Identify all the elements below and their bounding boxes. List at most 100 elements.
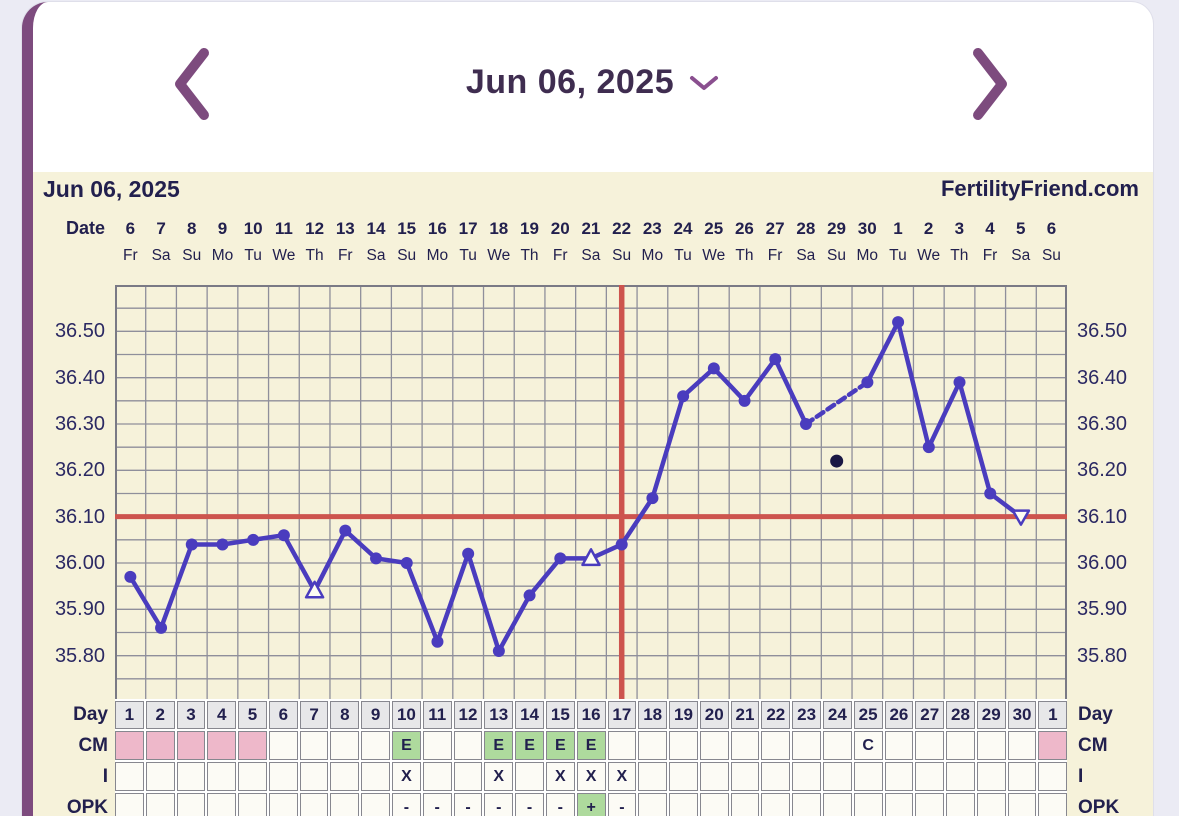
weekday-cell: Tu bbox=[459, 247, 477, 264]
cycle-date-title: Jun 06, 2025 bbox=[465, 62, 675, 101]
weekday-cell: Su bbox=[612, 247, 632, 264]
opk-cell bbox=[1038, 793, 1068, 816]
cycle-date-dropdown[interactable]: Jun 06, 2025 bbox=[33, 54, 1153, 110]
opk-cell: - bbox=[515, 793, 544, 816]
date-cell: 9 bbox=[217, 219, 228, 238]
intercourse-cell bbox=[145, 762, 175, 791]
opk-cell bbox=[238, 793, 267, 816]
temp-marker-day-9 bbox=[370, 552, 383, 565]
day-cell: 16 bbox=[576, 701, 606, 729]
chart-card: Jun 06, 2025 Jun 06, 2025 FertilityFrien… bbox=[22, 2, 1153, 816]
intercourse-cell bbox=[699, 762, 729, 791]
day-cell: 27 bbox=[915, 701, 945, 729]
weekday-cell: Su bbox=[397, 247, 417, 264]
temp-line-segment bbox=[803, 380, 870, 427]
cm-cell: E bbox=[392, 731, 421, 760]
y-axis-label: 36.30 bbox=[1077, 413, 1128, 435]
temp-marker-day-8 bbox=[339, 524, 352, 537]
y-axis-label: 35.80 bbox=[54, 644, 105, 667]
weekday-cell: Sa bbox=[796, 247, 816, 264]
opk-cell: - bbox=[422, 793, 452, 816]
temp-line-segment bbox=[619, 495, 655, 547]
temp-line-segment bbox=[773, 356, 809, 427]
opk-cell bbox=[176, 793, 206, 816]
intercourse-cell bbox=[730, 762, 760, 791]
cm-cell bbox=[730, 731, 760, 760]
chart-grid bbox=[115, 285, 1067, 702]
opk-cell bbox=[946, 793, 975, 816]
intercourse-cell bbox=[1038, 762, 1068, 791]
opk-cell bbox=[638, 793, 668, 816]
day-cell: 19 bbox=[669, 701, 698, 729]
y-axis-label: 36.40 bbox=[1077, 366, 1128, 389]
temp-line-segment bbox=[312, 528, 348, 594]
cm-cell bbox=[976, 731, 1006, 760]
weekday-cell: Sa bbox=[1011, 247, 1031, 264]
day-cell: 29 bbox=[976, 701, 1006, 729]
cm-cell: E bbox=[515, 731, 544, 760]
date-cell: 30 bbox=[857, 219, 877, 238]
date-cell: 14 bbox=[366, 219, 386, 238]
cm-cell bbox=[915, 731, 945, 760]
next-cycle-button[interactable] bbox=[968, 45, 1012, 123]
weekday-cell: Su bbox=[182, 247, 202, 264]
date-cell: 8 bbox=[187, 219, 197, 238]
brand-label: FertilityFriend.com bbox=[940, 176, 1139, 201]
cm-cell bbox=[1007, 731, 1037, 760]
date-cell: 6 bbox=[1046, 219, 1057, 238]
opk-cell bbox=[299, 793, 329, 816]
day-cell: 5 bbox=[238, 701, 267, 729]
weekday-cell: Mo bbox=[856, 247, 878, 264]
temp-line-segment bbox=[865, 319, 901, 385]
intercourse-cell: X bbox=[576, 762, 606, 791]
opk-cell bbox=[145, 793, 175, 816]
temp-marker-day-14 bbox=[523, 589, 536, 602]
opk-cell bbox=[115, 793, 144, 816]
weekday-cell: Su bbox=[1041, 247, 1061, 264]
intercourse-cell bbox=[330, 762, 360, 791]
opk-cell bbox=[730, 793, 760, 816]
date-cell: 11 bbox=[274, 219, 293, 238]
temp-marker-day-24 bbox=[830, 454, 844, 468]
date-cell: 19 bbox=[520, 219, 539, 238]
temp-line-segment bbox=[742, 356, 778, 404]
temp-marker-day-26 bbox=[892, 316, 905, 329]
temp-line-segment bbox=[128, 574, 164, 631]
temp-line-segment bbox=[926, 380, 962, 450]
temp-marker-day-2 bbox=[155, 621, 168, 634]
row-label-cm-right: CM bbox=[1078, 735, 1108, 756]
day-cell: 2 bbox=[145, 701, 175, 729]
temp-marker-day-3 bbox=[185, 538, 198, 551]
weekday-cell: Tu bbox=[244, 247, 262, 264]
day-cell: 22 bbox=[761, 701, 791, 729]
cm-cell bbox=[115, 731, 144, 760]
weekday-cell: Fr bbox=[123, 247, 138, 264]
temp-marker-day-13 bbox=[492, 645, 505, 658]
cm-cell bbox=[268, 731, 298, 760]
opk-cell bbox=[853, 793, 883, 816]
previous-cycle-button[interactable] bbox=[170, 45, 214, 123]
weekday-cell: Th bbox=[520, 247, 539, 264]
date-cell: 27 bbox=[765, 219, 785, 238]
temp-marker-day-1 bbox=[124, 570, 137, 583]
temp-marker-day-22 bbox=[769, 353, 782, 366]
temp-line-segment bbox=[650, 393, 686, 501]
cm-cell bbox=[1038, 731, 1068, 760]
cm-cell bbox=[422, 731, 452, 760]
temp-marker-day-15 bbox=[554, 552, 567, 565]
intercourse-cell bbox=[638, 762, 668, 791]
y-axis-label: 36.00 bbox=[54, 552, 105, 574]
opk-cell bbox=[976, 793, 1006, 816]
cm-cell bbox=[453, 731, 483, 760]
opk-cell bbox=[792, 793, 821, 816]
date-cell: 20 bbox=[550, 219, 570, 238]
chevron-right-icon bbox=[968, 48, 1012, 126]
intercourse-cell bbox=[946, 762, 975, 791]
y-axis-label: 36.30 bbox=[54, 413, 105, 435]
temp-line-segment bbox=[496, 593, 532, 654]
weekday-cell: Th bbox=[305, 247, 324, 264]
intercourse-cell bbox=[792, 762, 821, 791]
weekday-cell: Fr bbox=[552, 247, 568, 264]
daily-data-table: 1 2 3 4 5 6 7 8 9 10 11 12 13 14 15 16 17 18 19 20 21 22 23 24 2… bbox=[115, 699, 1068, 816]
